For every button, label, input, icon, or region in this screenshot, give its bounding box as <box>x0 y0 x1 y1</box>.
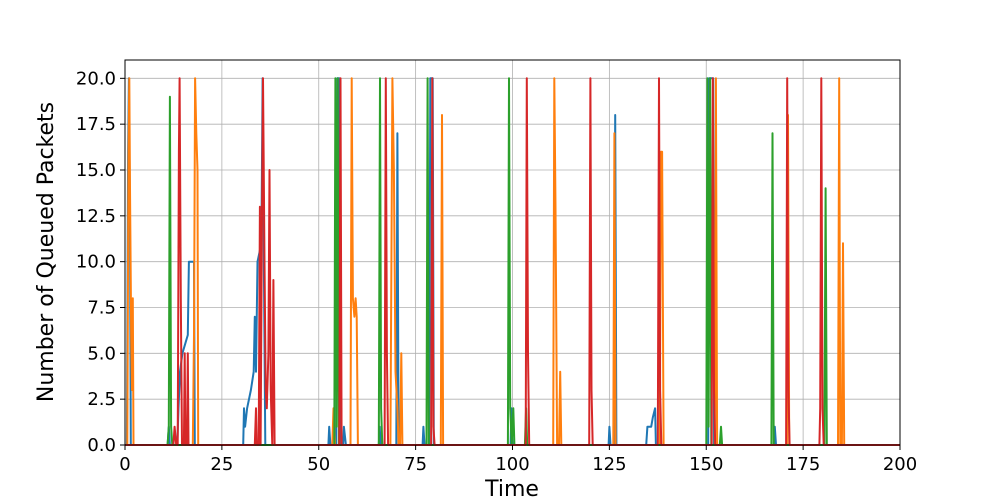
y-axis-label: Number of Queued Packets <box>34 102 59 402</box>
y-tick-label: 0.0 <box>87 435 116 456</box>
x-tick-label: 25 <box>210 454 233 475</box>
x-tick-label: 100 <box>495 454 529 475</box>
y-tick-label: 5.0 <box>87 343 116 364</box>
x-tick-label: 75 <box>404 454 427 475</box>
x-tick-label: 50 <box>307 454 330 475</box>
x-tick-label: 125 <box>592 454 626 475</box>
series-line-2 <box>125 77 900 446</box>
y-tick-label: 12.5 <box>76 206 116 227</box>
y-axis: 0.0 2.5 5.0 7.5 10.0 12.5 15.0 17.5 20.0 <box>76 68 125 456</box>
y-tick-label: 10.0 <box>76 252 116 273</box>
x-tick-label: 200 <box>883 454 917 475</box>
x-tick-label: 175 <box>786 454 820 475</box>
x-tick-label: 0 <box>119 454 130 475</box>
y-tick-label: 7.5 <box>87 298 116 319</box>
x-axis: 0 25 50 75 100 125 150 175 200 <box>119 445 917 475</box>
y-tick-label: 15.0 <box>76 160 116 181</box>
x-axis-label: Time <box>484 477 539 500</box>
y-tick-label: 2.5 <box>87 389 116 410</box>
y-tick-label: 17.5 <box>76 114 116 135</box>
x-tick-label: 150 <box>689 454 723 475</box>
y-tick-label: 20.0 <box>76 68 116 89</box>
